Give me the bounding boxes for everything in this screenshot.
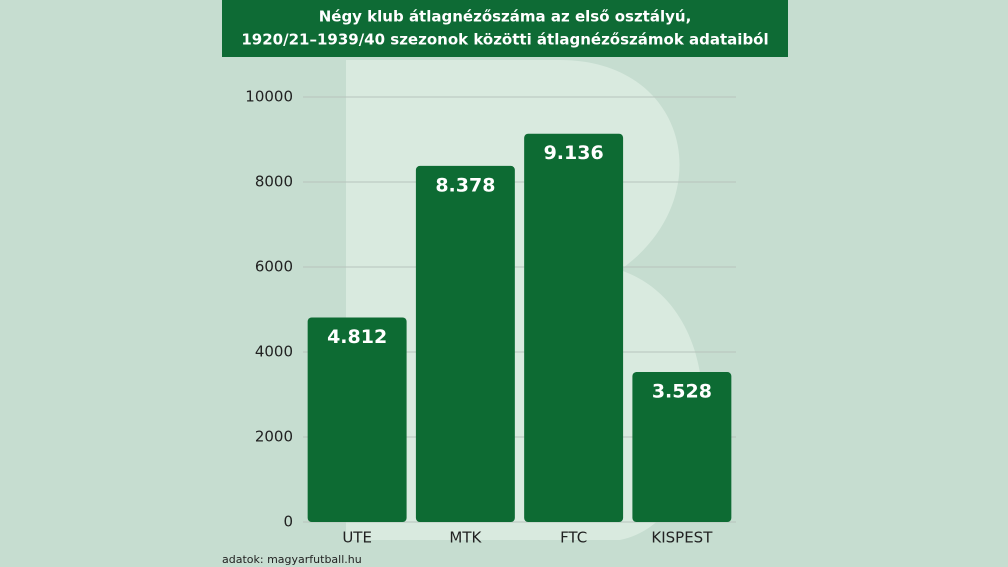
bar (632, 372, 732, 522)
x-tick-label: MTK (449, 529, 482, 547)
y-tick-label: 0 (283, 513, 293, 531)
title-box (222, 0, 788, 57)
y-tick-label: 10000 (245, 88, 293, 106)
x-tick-label: KISPEST (651, 529, 713, 547)
bar (307, 317, 407, 522)
y-tick-label: 8000 (255, 173, 293, 191)
source-note: adatok: magyarfutball.hu (222, 553, 362, 566)
value-label: 9.136 (544, 142, 604, 164)
bar (524, 133, 624, 522)
chart-title: Négy klub átlagnézőszáma az első osztály… (319, 8, 692, 26)
y-tick-label: 4000 (255, 343, 293, 361)
value-label: 3.528 (652, 381, 712, 403)
x-tick-label: FTC (560, 529, 587, 547)
x-tick-label: UTE (342, 529, 372, 547)
bar (415, 165, 515, 522)
value-label: 4.812 (327, 326, 387, 348)
y-tick-label: 6000 (255, 258, 293, 276)
value-label: 8.378 (435, 174, 495, 196)
chart-title: 1920/21–1939/40 szezonok közötti átlagné… (241, 31, 768, 49)
y-tick-label: 2000 (255, 428, 293, 446)
